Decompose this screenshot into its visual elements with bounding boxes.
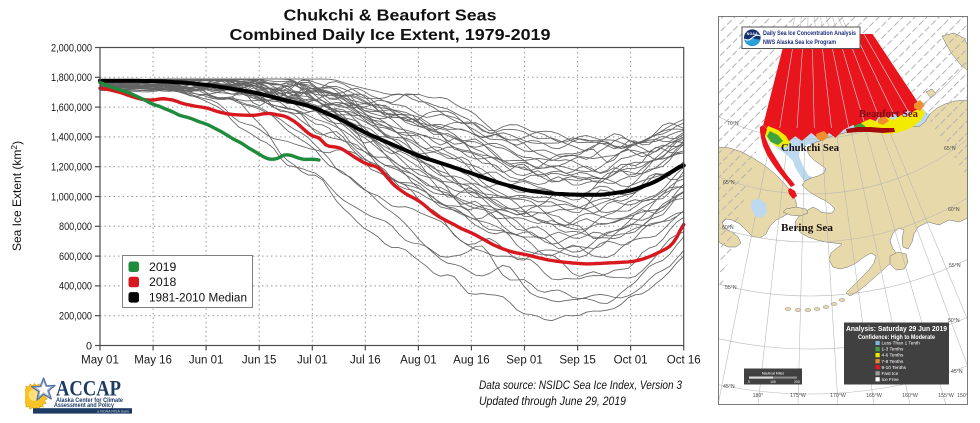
svg-text:155°W: 155°W [938,393,954,399]
svg-text:2018: 2018 [149,275,177,289]
svg-text:160°W: 160°W [902,393,918,399]
svg-text:4-6 Tenths: 4-6 Tenths [882,353,904,358]
svg-text:Analysis: Saturday 29 Jun 2019: Analysis: Saturday 29 Jun 2019 [846,324,947,333]
svg-text:Sep 15: Sep 15 [559,355,595,367]
svg-text:May 16: May 16 [134,355,172,367]
svg-text:170°W: 170°W [830,393,846,399]
svg-text:Alaska Center for Climate: Alaska Center for Climate [56,397,123,404]
svg-text:1981-2010 Median: 1981-2010 Median [149,290,247,304]
svg-text:Oct 01: Oct 01 [614,355,648,367]
svg-text:55°N: 55°N [725,285,737,291]
svg-text:45°N: 45°N [723,384,735,390]
svg-text:50°N: 50°N [948,318,960,324]
svg-text:Less Than 1 Tenth: Less Than 1 Tenth [882,341,921,346]
svg-text:1,400,000: 1,400,000 [51,132,92,144]
svg-text:60°N: 60°N [948,207,960,213]
svg-text:150°W: 150°W [957,393,968,399]
svg-text:Jun 01: Jun 01 [189,355,224,367]
svg-text:May 01: May 01 [81,355,119,367]
svg-text:Oct 16: Oct 16 [667,355,701,367]
svg-text:ACCAP: ACCAP [56,376,121,401]
svg-text:Data source: NSIDC Sea Ice Ind: Data source: NSIDC Sea Ice Index, Versio… [479,380,683,392]
svg-text:200,000: 200,000 [59,311,92,323]
svg-text:Nautical Miles: Nautical Miles [762,372,785,376]
svg-text:NOAA: NOAA [747,32,758,36]
svg-text:100: 100 [770,380,776,384]
svg-text:9-10 Tenths: 9-10 Tenths [882,365,907,370]
svg-text:65°N: 65°N [723,180,735,186]
svg-text:2,000,000: 2,000,000 [51,42,92,54]
svg-text:600,000: 600,000 [59,251,92,263]
svg-text:Jun 15: Jun 15 [242,355,277,367]
svg-text:Sea Ice Extent (km2): Sea Ice Extent (km2) [9,141,24,251]
svg-text:Confidence: High to Moderate: Confidence: High to Moderate [858,335,936,341]
svg-text:175°W: 175°W [790,393,806,399]
svg-text:60°N: 60°N [722,225,734,231]
svg-text:Updated through June 29, 2019: Updated through June 29, 2019 [479,396,627,408]
svg-text:7-8 Tenths: 7-8 Tenths [882,359,904,364]
svg-text:Sep 01: Sep 01 [506,355,542,367]
svg-text:45°N: 45°N [951,369,963,375]
svg-text:Aug 16: Aug 16 [453,355,489,367]
svg-text:Chukchi & Beaufort Seas: Chukchi & Beaufort Seas [284,8,497,25]
svg-text:1,000,000: 1,000,000 [51,191,92,203]
svg-text:1-3 Tenths: 1-3 Tenths [882,347,904,352]
svg-text:Jul 01: Jul 01 [297,355,328,367]
svg-text:2019: 2019 [149,260,177,274]
svg-text:Chukchi Sea: Chukchi Sea [781,143,840,154]
svg-text:Daily Sea Ice Concentration An: Daily Sea Ice Concentration Analysis [763,30,856,37]
svg-text:Bering Sea: Bering Sea [781,223,834,234]
svg-text:65°N: 65°N [944,146,956,152]
svg-text:Jul 16: Jul 16 [350,355,381,367]
svg-text:0: 0 [86,340,92,352]
svg-text:200: 200 [794,380,800,384]
svg-text:Assessment and Policy: Assessment and Policy [54,402,114,409]
svg-text:1,800,000: 1,800,000 [51,72,92,84]
svg-text:Combined Daily Ice Extent, 197: Combined Daily Ice Extent, 1979-2019 [230,27,551,44]
svg-text:Ice Free: Ice Free [882,377,900,382]
svg-text:55°N: 55°N [949,263,961,269]
svg-text:1,600,000: 1,600,000 [51,102,92,114]
svg-text:Aug 01: Aug 01 [400,355,436,367]
svg-text:a NOAA RISA team: a NOAA RISA team [97,409,129,413]
svg-text:0: 0 [748,380,750,384]
svg-text:Beaufort Sea: Beaufort Sea [859,109,919,120]
svg-text:1,200,000: 1,200,000 [51,162,92,174]
svg-text:70°N: 70°N [727,121,739,127]
svg-text:165°W: 165°W [866,393,882,399]
svg-text:800,000: 800,000 [59,221,92,233]
svg-text:180°: 180° [753,393,764,399]
svg-text:Fast Ice: Fast Ice [882,371,899,376]
svg-text:NWS Alaska Sea Ice Program: NWS Alaska Sea Ice Program [763,39,836,46]
svg-text:400,000: 400,000 [59,281,92,293]
